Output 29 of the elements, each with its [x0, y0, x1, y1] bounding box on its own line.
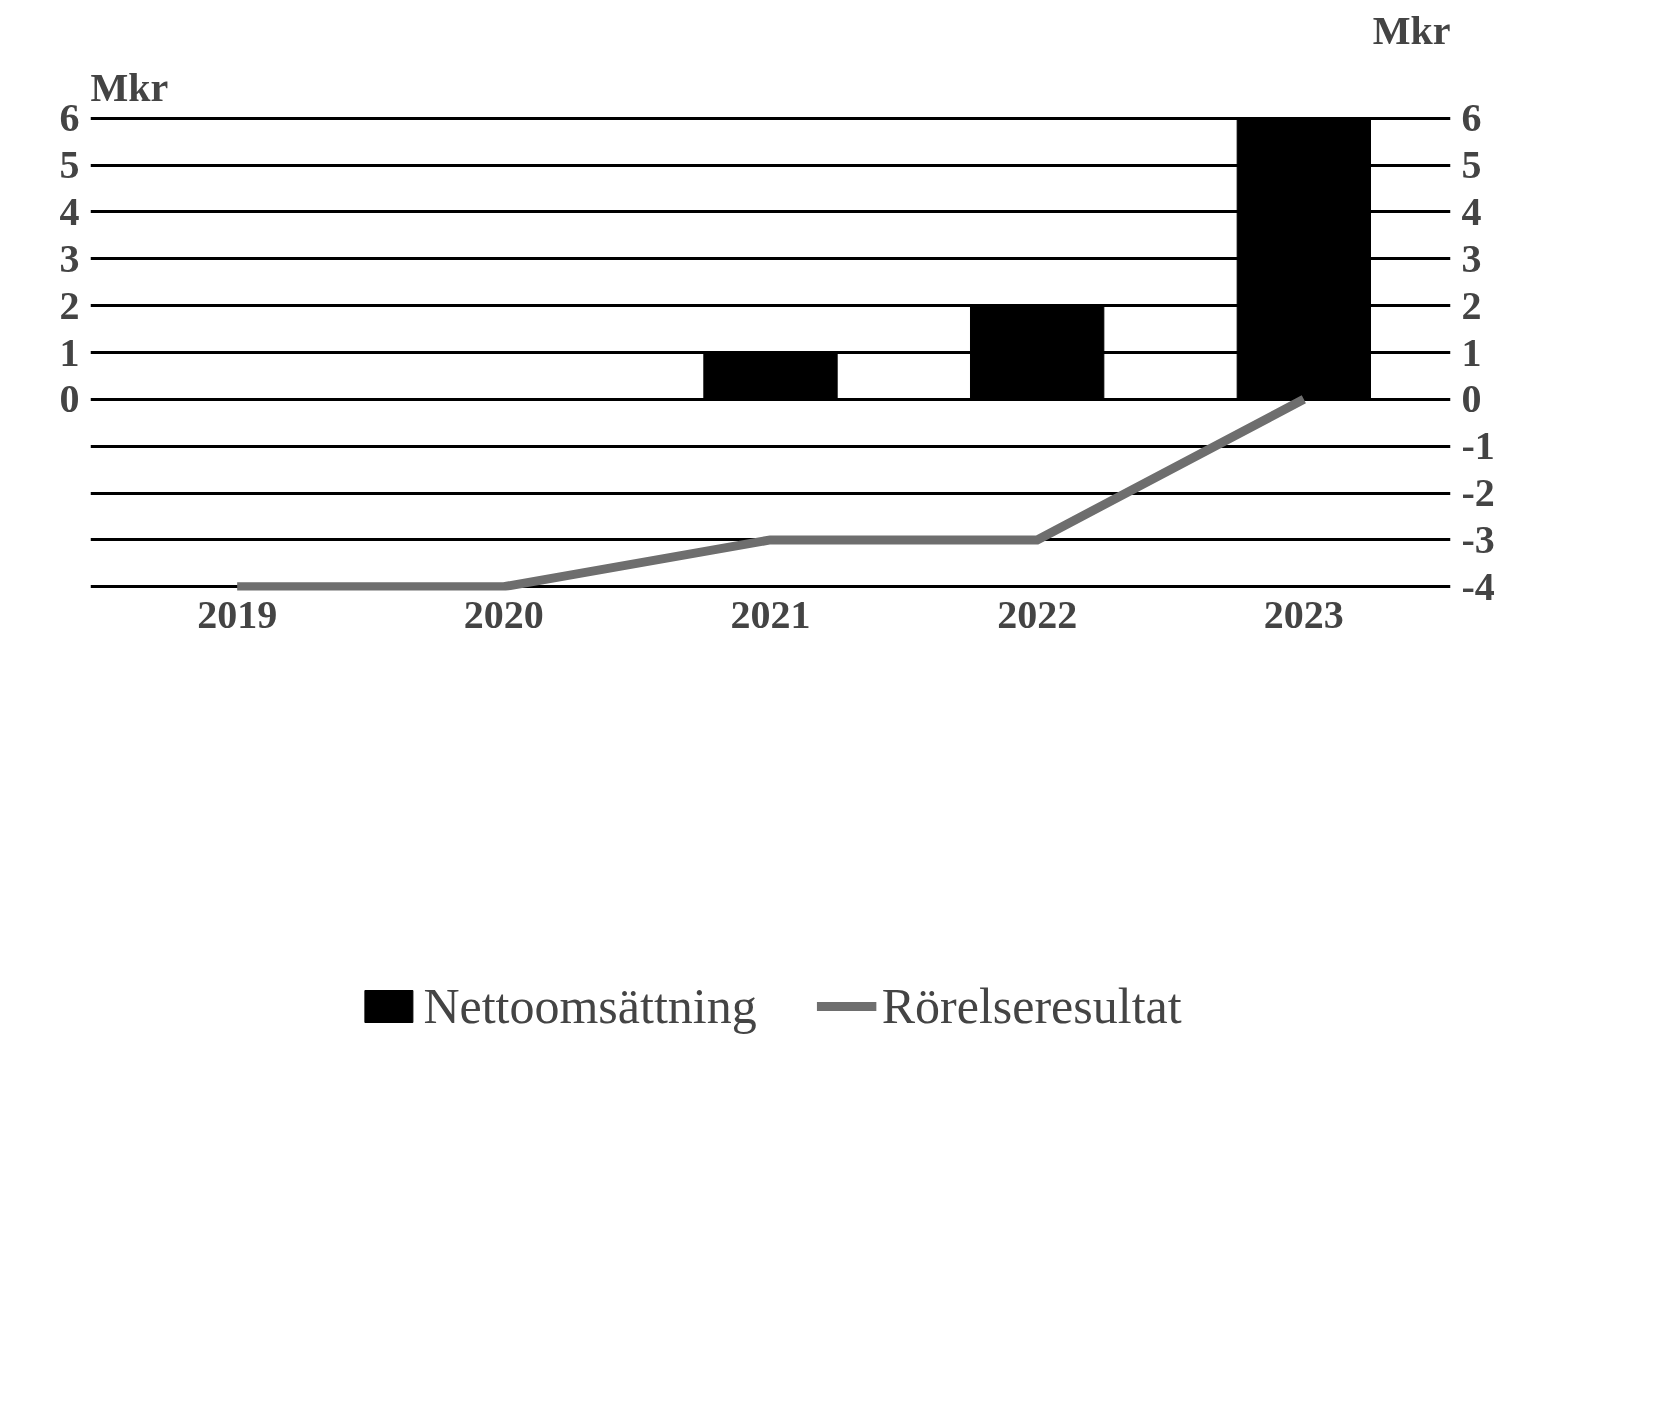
y2-tick-label: -2	[1461, 470, 1495, 516]
y-tick-label: 4	[59, 188, 80, 234]
y-axis-title: Mkr	[90, 64, 169, 110]
y2-tick-label: 5	[1461, 142, 1482, 188]
y-tick-label: 2	[59, 282, 80, 328]
y-tick-label: 0	[59, 376, 80, 422]
y-tick-label: 5	[59, 142, 80, 188]
x-tick-label: 2022	[997, 591, 1078, 637]
y2-tick-label: -1	[1461, 423, 1495, 469]
legend-label: Rörelseresultat	[881, 976, 1182, 1035]
x-tick-label: 2019	[197, 591, 278, 637]
x-tick-label: 2023	[1263, 591, 1344, 637]
y2-tick-label: 1	[1461, 329, 1482, 375]
y2-tick-label: -4	[1461, 563, 1495, 609]
bar	[703, 352, 838, 400]
y-tick-label: 1	[59, 329, 80, 375]
y2-tick-label: 0	[1461, 376, 1482, 422]
y-tick-label: 3	[59, 235, 80, 281]
y-tick-label: 6	[59, 95, 80, 141]
y2-tick-label: 2	[1461, 282, 1482, 328]
x-tick-label: 2021	[730, 591, 811, 637]
y2-tick-label: -3	[1461, 516, 1495, 562]
y2-tick-label: 4	[1461, 188, 1482, 234]
y2-tick-label: 6	[1461, 95, 1482, 141]
bar	[970, 305, 1105, 400]
x-tick-label: 2020	[463, 591, 544, 637]
y2-axis-title: Mkr	[1372, 7, 1451, 53]
legend-label: Nettoomsättning	[423, 976, 757, 1035]
y2-tick-label: 3	[1461, 235, 1482, 281]
